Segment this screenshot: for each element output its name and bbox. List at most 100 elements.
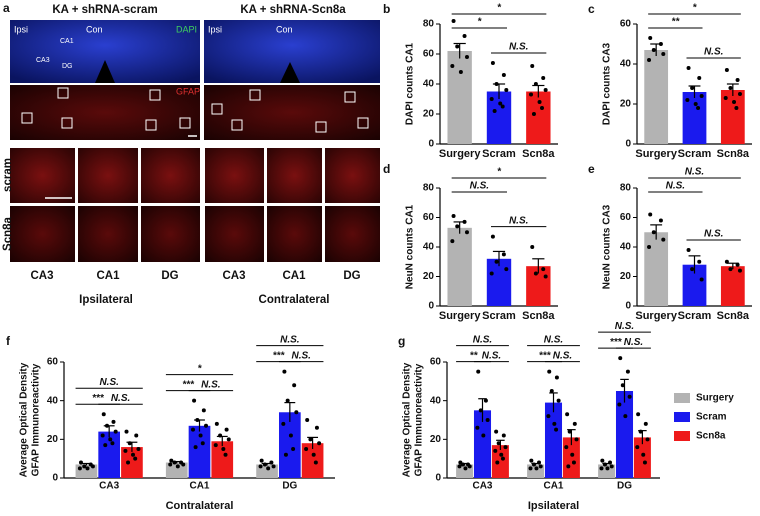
data-point <box>258 464 263 469</box>
data-point <box>648 212 653 217</box>
significance-label: N.S. <box>544 334 563 345</box>
data-point <box>266 466 271 471</box>
data-point <box>685 98 690 102</box>
data-point <box>574 437 579 442</box>
data-point <box>168 462 173 467</box>
data-point <box>504 267 509 272</box>
data-point <box>541 267 546 272</box>
x-tick-label: CA3 <box>472 481 492 492</box>
data-point <box>110 441 115 446</box>
data-point <box>451 214 456 219</box>
group-title: KA + shRNA-scram <box>52 4 157 16</box>
data-point <box>500 456 505 461</box>
y-tick-label: 20 <box>620 99 632 110</box>
data-point <box>101 412 106 417</box>
significance-label: *** <box>92 393 105 404</box>
data-point <box>198 433 203 438</box>
data-point <box>503 445 508 450</box>
data-point <box>699 94 704 98</box>
data-point <box>450 239 455 244</box>
data-point <box>642 460 647 465</box>
bar <box>720 90 745 144</box>
significance-label: * <box>693 3 698 14</box>
legend-swatch <box>674 393 690 403</box>
group-title: KA + shRNA-Scn8a <box>240 4 346 16</box>
data-point <box>737 268 742 273</box>
data-point <box>565 412 570 417</box>
data-point <box>259 458 264 463</box>
legend-label: Scn8a <box>696 431 726 442</box>
data-point <box>564 445 569 450</box>
data-point <box>531 462 536 467</box>
data-point <box>554 375 559 380</box>
data-point <box>696 106 701 110</box>
region-label: CA1 <box>282 270 306 282</box>
x-tick-label: Surgery <box>635 310 677 322</box>
panel-letter: b <box>383 2 390 16</box>
significance-label: *** <box>539 350 552 361</box>
data-point <box>735 262 740 267</box>
data-point <box>499 452 504 457</box>
data-point <box>531 112 536 116</box>
data-point <box>489 97 494 101</box>
data-point <box>651 48 656 52</box>
data-point <box>136 447 141 451</box>
data-point <box>100 433 105 438</box>
data-point <box>635 445 640 450</box>
x-tick-label: Surgery <box>439 148 481 160</box>
data-point <box>190 427 195 432</box>
region-label: CA1 <box>60 38 74 45</box>
significance-label: N.S. <box>111 393 130 404</box>
data-point <box>214 421 219 426</box>
significance-label: N.S. <box>473 334 492 345</box>
y-axis-label: Average Optical Density <box>402 362 413 477</box>
x-tick-label: CA1 <box>189 481 209 492</box>
significance-label: * <box>497 3 502 14</box>
data-point <box>475 425 480 430</box>
data-point <box>90 464 95 469</box>
data-point <box>485 418 490 422</box>
hemisphere-label: Ipsi <box>208 24 222 34</box>
data-point <box>292 383 297 388</box>
data-point <box>734 106 739 110</box>
x-tick-label: CA1 <box>543 481 563 492</box>
data-point <box>501 73 506 77</box>
data-point <box>547 369 552 374</box>
significance-label: N.S. <box>291 350 310 361</box>
data-point <box>483 398 488 403</box>
data-point <box>457 464 462 469</box>
hemisphere-label: Con <box>276 24 293 34</box>
significance-label: * <box>497 167 502 178</box>
data-point <box>172 460 177 465</box>
data-point <box>501 252 506 257</box>
data-point <box>572 421 577 426</box>
data-point <box>552 421 557 426</box>
data-point <box>600 458 605 463</box>
data-point <box>192 398 197 403</box>
bar <box>720 266 745 306</box>
panel-letter: d <box>383 162 390 176</box>
data-point <box>554 427 559 432</box>
region-label: DG <box>161 270 178 282</box>
significance-label: * <box>198 363 203 374</box>
panel-letter: c <box>588 2 595 16</box>
data-point <box>175 464 180 469</box>
x-tick-label: DG <box>617 481 632 492</box>
x-tick-label: Surgery <box>439 310 481 322</box>
y-tick-label: 20 <box>423 109 435 120</box>
bar <box>526 91 551 144</box>
data-point <box>571 460 576 465</box>
data-point <box>78 460 83 465</box>
region-label: CA3 <box>222 270 245 282</box>
data-point <box>85 466 90 471</box>
legend-label: Scram <box>696 412 727 423</box>
y-axis-label: NeuN counts CA1 <box>405 204 416 289</box>
y-tick-label: 80 <box>620 183 632 194</box>
data-point <box>500 104 505 109</box>
y-tick-label: 20 <box>620 271 632 282</box>
data-point <box>728 86 733 90</box>
data-point <box>108 437 113 442</box>
significance-label: N.S. <box>666 181 685 192</box>
y-tick-label: 0 <box>435 473 441 484</box>
data-point <box>104 423 109 428</box>
